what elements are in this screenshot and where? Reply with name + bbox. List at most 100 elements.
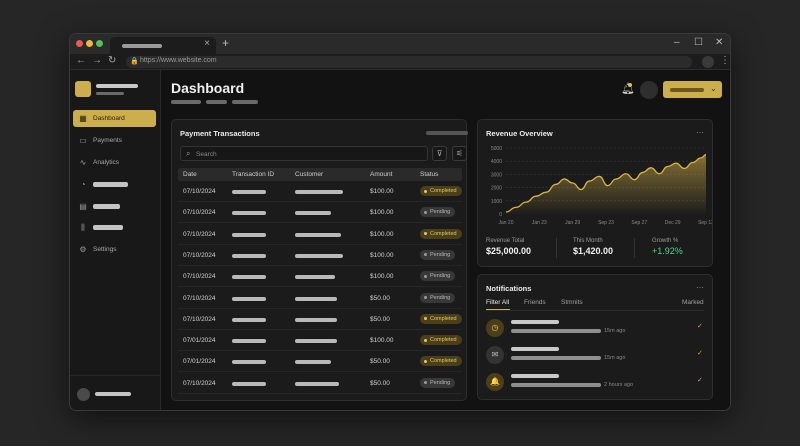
grid-icon: ▦ xyxy=(79,113,87,123)
account-dropdown-button[interactable]: ⌄ xyxy=(663,81,722,98)
forward-icon[interactable]: → xyxy=(92,55,102,66)
x-tick-label: Jan 29 xyxy=(565,220,580,226)
table-row[interactable]: 07/10/2024 $100.00 Completed xyxy=(178,181,462,202)
stat-divider xyxy=(556,238,557,258)
filter-icon: ⊽ xyxy=(436,149,443,158)
breadcrumb-item[interactable] xyxy=(232,100,258,104)
table-row[interactable]: 07/10/2024 $50.00 Completed xyxy=(178,309,462,330)
notification-item[interactable]: 🔔 2 hours ago ✓ xyxy=(486,371,706,393)
notification-item[interactable]: ◷ 15m ago ✓ xyxy=(486,317,706,339)
filter-tab-all[interactable]: Filter All xyxy=(486,299,510,306)
column-header-customer[interactable]: Customer xyxy=(295,171,324,178)
cell-date: 07/10/2024 xyxy=(183,251,216,259)
notification-title-placeholder xyxy=(511,320,559,324)
reload-icon[interactable]: ↻ xyxy=(108,55,117,66)
browser-menu-icon[interactable]: ⋮ xyxy=(720,55,730,66)
stat-label: Growth % xyxy=(652,238,679,244)
stat-value: +1.92% xyxy=(652,246,683,256)
check-icon[interactable]: ✓ xyxy=(697,350,703,357)
avatar[interactable] xyxy=(640,81,658,99)
column-header-date[interactable]: Date xyxy=(183,171,197,178)
status-dot xyxy=(424,296,427,299)
cell-amount: $100.00 xyxy=(370,188,394,195)
title-bar: × + – ☐ ✕ xyxy=(70,34,730,54)
sidebar-item-dashboard[interactable]: ▦ Dashboard xyxy=(73,110,156,127)
minimize-window-button[interactable] xyxy=(86,40,93,47)
filter-button[interactable]: ⊽ xyxy=(432,146,447,161)
column-header-status[interactable]: Status xyxy=(420,171,439,178)
table-row[interactable]: 07/01/2024 $50.00 Completed xyxy=(178,351,462,373)
button-label-placeholder xyxy=(670,88,704,92)
cell-customer-placeholder xyxy=(295,381,339,386)
maximize-icon[interactable]: ☐ xyxy=(694,37,703,48)
marked-link[interactable]: Marked xyxy=(682,299,704,306)
cell-transaction-id-placeholder xyxy=(232,296,266,301)
filter-divider xyxy=(486,310,704,311)
search-input[interactable] xyxy=(196,149,416,159)
maximize-window-button[interactable] xyxy=(96,40,103,47)
url-text: https://www.website.com xyxy=(140,57,217,64)
sidebar-item-label: Dashboard xyxy=(93,115,125,122)
check-icon[interactable]: ✓ xyxy=(697,377,703,384)
sidebar-item-label-placeholder xyxy=(93,204,120,209)
column-header-amount[interactable]: Amount xyxy=(370,171,393,178)
browser-tab[interactable]: × xyxy=(110,37,216,54)
table-row[interactable]: 07/10/2024 $100.00 Pending xyxy=(178,266,462,288)
more-options-icon[interactable]: ··· xyxy=(696,283,704,292)
card-header-action-placeholder[interactable] xyxy=(426,131,468,135)
notification-title-placeholder xyxy=(511,374,559,378)
minimize-icon[interactable]: – xyxy=(674,37,680,48)
sidebar-item-payments[interactable]: ▭ Payments xyxy=(73,132,156,149)
y-tick-label: 0 xyxy=(499,212,502,218)
stat-growth: Growth % +1.92% xyxy=(652,238,683,256)
check-icon[interactable]: ✓ xyxy=(697,323,703,330)
status-dot xyxy=(424,338,427,342)
table-row[interactable]: 07/10/2024 $100.00 Pending xyxy=(178,245,462,266)
breadcrumb-item[interactable] xyxy=(206,100,227,104)
status-label: Completed xyxy=(430,188,457,194)
back-icon[interactable]: ← xyxy=(76,55,86,66)
table-row[interactable]: 07/10/2024 $100.00 Pending xyxy=(178,202,462,224)
sidebar-item-analytics[interactable]: ∿ Analytics xyxy=(73,154,156,171)
table-row[interactable]: 07/10/2024 $100.00 Completed xyxy=(178,224,462,245)
user-avatar[interactable] xyxy=(77,388,90,401)
tab-close-icon[interactable]: × xyxy=(204,38,210,49)
breadcrumb-item[interactable] xyxy=(171,100,201,104)
main-content: Dashboard 🔔︎ ⌄ Payment Transactions ⌕ ⊽ … xyxy=(161,70,730,410)
status-label: Pending xyxy=(430,294,451,301)
column-settings-button[interactable]: ⚟ xyxy=(452,146,467,161)
payment-transactions-card: Payment Transactions ⌕ ⊽ ⚟ Date Transact… xyxy=(171,119,468,401)
close-icon[interactable]: ✕ xyxy=(715,37,724,48)
revenue-chart: 0 1000 2000 3000 4000 5000 Jan 20 Jan 23 Jan 29 S… xyxy=(491,146,712,226)
revenue-title: Revenue Overview xyxy=(486,129,553,138)
filter-tab-stmnits[interactable]: Stmnits xyxy=(561,299,583,306)
notification-time: 15m ago xyxy=(604,355,626,361)
cell-date: 07/10/2024 xyxy=(183,294,216,302)
sidebar-item-item-3[interactable]: ◔ xyxy=(73,176,156,193)
search-icon: ⌕ xyxy=(186,149,191,158)
column-header-transaction-id[interactable]: Transaction ID xyxy=(232,171,275,178)
profile-icon[interactable] xyxy=(702,56,714,68)
notifications-title: Notifications xyxy=(486,284,532,293)
x-tick-label: Sep 13 xyxy=(698,220,712,226)
status-badge: Pending xyxy=(420,271,456,282)
notification-item[interactable]: ✉ 15m ago ✓ xyxy=(486,344,706,366)
cell-transaction-id-placeholder xyxy=(232,381,266,386)
table-row[interactable]: 07/10/2024 $50.00 Pending xyxy=(178,288,462,309)
status-badge: Completed xyxy=(420,356,462,367)
app-logo[interactable] xyxy=(75,81,91,97)
cell-amount: $50.00 xyxy=(370,294,390,302)
sidebar-item-item-5[interactable]: ⫼ xyxy=(73,219,156,236)
new-tab-button[interactable]: + xyxy=(222,36,230,50)
status-label: Completed xyxy=(430,315,457,322)
y-tick-label: 3000 xyxy=(491,172,502,178)
filter-tab-friends[interactable]: Friends xyxy=(524,299,546,306)
url-field[interactable]: 🔒 https://www.website.com xyxy=(126,56,692,68)
table-row[interactable]: 07/01/2024 $100.00 Completed xyxy=(178,330,462,352)
close-window-button[interactable] xyxy=(76,40,83,47)
table-row[interactable]: 07/10/2024 $50.00 Pending xyxy=(178,373,462,394)
sidebar-item-item-4[interactable]: ▤ xyxy=(73,198,156,215)
sidebar-item-settings[interactable]: ⚙ Settings xyxy=(73,241,156,258)
cell-amount: $50.00 xyxy=(370,358,390,366)
more-options-icon[interactable]: ··· xyxy=(696,128,704,137)
